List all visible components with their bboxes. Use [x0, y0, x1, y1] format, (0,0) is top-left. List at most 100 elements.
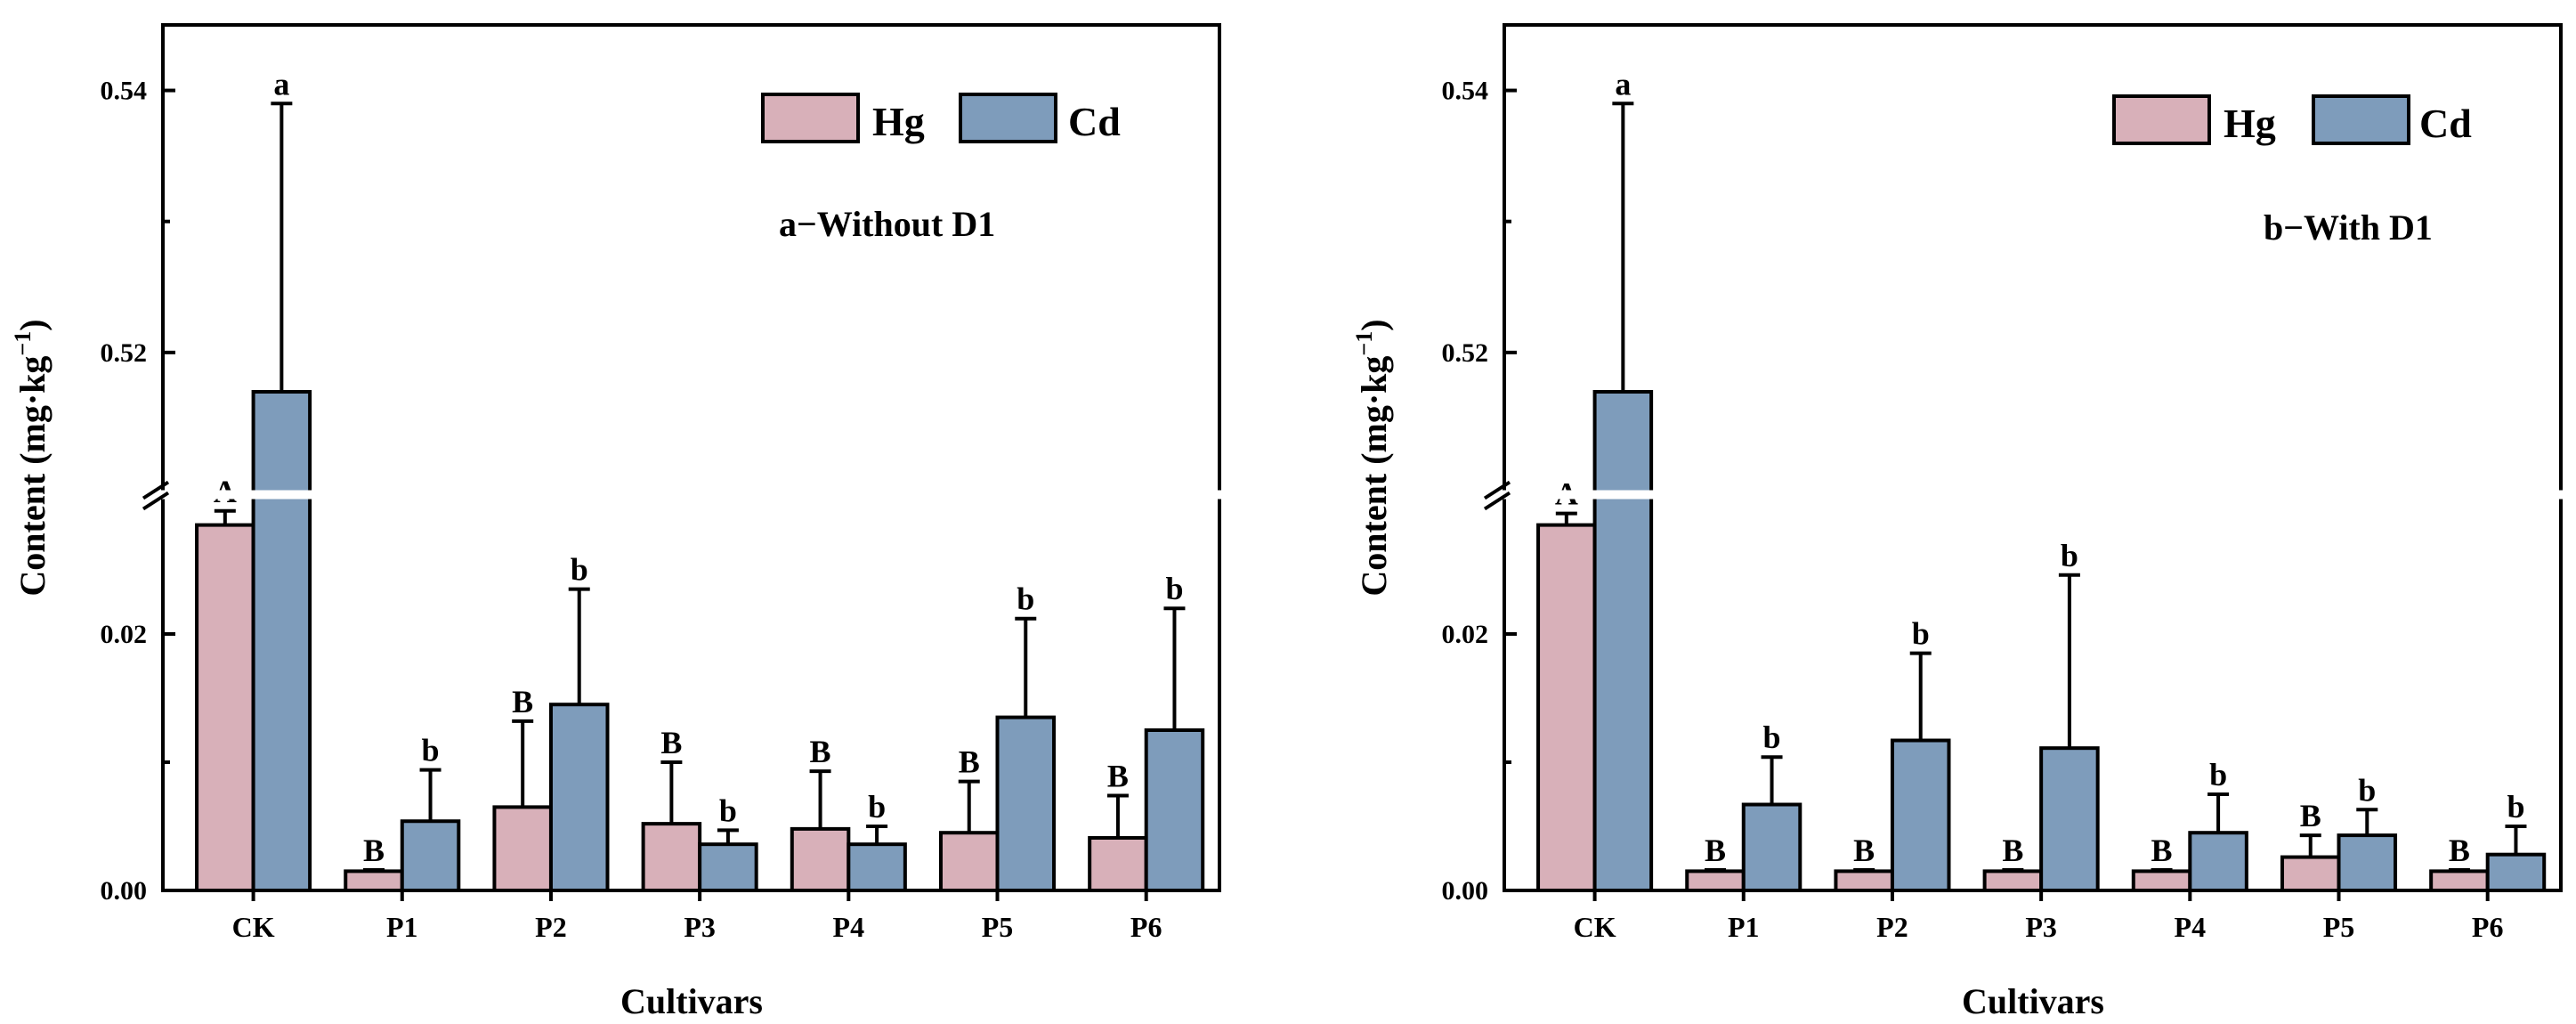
sig-label-cd-p1: b: [422, 733, 440, 768]
sig-label-hg-p1: B: [1705, 833, 1726, 868]
legend-label-cd: Cd: [2419, 101, 2472, 146]
x-tick-label-p4: P4: [2175, 911, 2207, 943]
sig-label-hg-p5: B: [959, 744, 980, 780]
sig-label-cd-p5: b: [2358, 772, 2376, 808]
bar-hg-p4: [2131, 869, 2192, 893]
sig-label-hg-p3: B: [660, 725, 682, 760]
sig-label-cd-p6: b: [2507, 789, 2524, 825]
bar-hg-p2: [492, 805, 553, 893]
legend-swatch-cd: [2312, 94, 2410, 145]
y-axis-title-exponent: −1: [1351, 331, 1377, 356]
axis-break-mark: [1483, 491, 1511, 511]
sig-label-cd-ck: a: [1615, 66, 1631, 102]
bar-hg-p1: [344, 869, 404, 893]
x-tick-label-p4: P4: [833, 911, 865, 943]
bars-layer: AaBbBbBbBbBbBb: [1536, 66, 2547, 893]
sig-label-hg-p2: B: [1853, 833, 1875, 868]
bar-cd-p2: [1890, 738, 1951, 893]
bar-cd-p2: [548, 703, 610, 893]
bar-cd-p3: [698, 842, 758, 892]
sig-label-cd-p4: b: [868, 789, 886, 825]
x-axis-title: Cultivars: [1962, 981, 2104, 1021]
y-tick-label-0.02: 0.02: [101, 620, 148, 649]
y-tick-label-0.54: 0.54: [1442, 77, 1489, 106]
x-axis: CK P1 P2 P3 P4 P5 P6: [232, 890, 1162, 943]
legend: Hg Cd: [761, 93, 1121, 144]
sig-label-hg-p5: B: [2300, 798, 2321, 833]
panel-title: a−Without D1: [779, 204, 995, 244]
bar-cd-p1: [1741, 802, 1802, 893]
x-tick-label-p1: P1: [1728, 911, 1760, 943]
plot-frame: [1503, 23, 2563, 892]
sig-label-hg-p6: B: [2449, 833, 2470, 868]
sig-label-hg-p4: B: [810, 734, 831, 769]
y-tick-label-0.02: 0.02: [1442, 620, 1489, 649]
sig-label-hg-p6: B: [1107, 758, 1129, 793]
x-tick-label-p5: P5: [2323, 911, 2355, 943]
x-axis: CK P1 P2 P3 P4 P5 P6: [1574, 890, 2504, 943]
bar-cd-p5: [2337, 833, 2398, 893]
axis-break-gap: [1486, 490, 2576, 500]
bar-cd-p1: [400, 819, 461, 892]
x-tick-label-p1: P1: [386, 911, 418, 943]
legend-label-hg: Hg: [872, 99, 925, 144]
y-tick-label-0.54: 0.54: [101, 77, 148, 106]
y-axis: 0.00 0.02 0.52 0.54: [1442, 77, 2576, 906]
y-tick-label-0.00: 0.00: [1442, 876, 1489, 906]
sig-label-cd-p1: b: [1763, 719, 1781, 755]
axis-break-mark: [142, 480, 170, 500]
bars-layer: AaBbBbBbBbBbBb: [195, 66, 1205, 893]
legend-label-cd: Cd: [1068, 99, 1121, 144]
bar-hg-p3: [1982, 869, 2044, 893]
bar-hg-p1: [1685, 869, 1746, 893]
y-axis-title: Content (mg·kg−1): [10, 319, 53, 596]
axis-break-gap: [145, 490, 1237, 500]
bar-cd-ck: [1592, 390, 1654, 892]
sig-label-cd-p3: b: [719, 792, 737, 828]
x-tick-label-p2: P2: [535, 911, 567, 943]
sig-label-cd-p2: b: [571, 552, 588, 588]
bar-cd-p4: [847, 842, 907, 892]
bar-cd-p6: [2485, 852, 2547, 892]
sig-label-cd-p5: b: [1017, 581, 1034, 617]
sig-label-hg-p4: B: [2151, 833, 2173, 868]
bar-hg-p6: [1088, 835, 1148, 893]
sig-label-hg-p1: B: [363, 833, 385, 868]
y-tick-label-0.00: 0.00: [101, 876, 148, 906]
sig-label-cd-ck: a: [273, 66, 289, 102]
bar-hg-p5: [2280, 855, 2341, 892]
bar-cd-ck: [251, 390, 312, 892]
bar-hg-ck: [195, 523, 255, 892]
panel-with-d1: AaBbBbBbBbBbBb 0.000.020.520.54 CKP1P2P3…: [1351, 23, 2576, 1021]
bar-cd-p4: [2188, 831, 2248, 893]
bar-hg-p4: [790, 826, 851, 893]
x-axis-title: Cultivars: [620, 981, 763, 1021]
bar-cd-p3: [2039, 746, 2100, 892]
x-tick-label-p3: P3: [2025, 911, 2057, 943]
legend-label-hg: Hg: [2224, 101, 2276, 146]
sig-label-cd-p3: b: [2061, 538, 2078, 573]
x-tick-label-p2: P2: [1876, 911, 1908, 943]
axis-break-mark: [142, 491, 170, 511]
x-tick-label-p3: P3: [684, 911, 716, 943]
sig-label-cd-p4: b: [2209, 757, 2227, 792]
x-tick-label-p6: P6: [1130, 911, 1162, 943]
bar-hg-ck: [1536, 523, 1597, 892]
bar-hg-p2: [1834, 869, 1894, 893]
y-axis: 0.00 0.02 0.52 0.54: [101, 77, 1237, 906]
legend: Hg Cd: [2112, 94, 2472, 146]
bar-cd-p6: [1144, 728, 1205, 892]
sig-label-cd-p2: b: [1912, 616, 1930, 652]
bar-hg-p5: [938, 831, 1000, 893]
x-tick-label-ck: CK: [232, 911, 275, 943]
bar-hg-p3: [641, 822, 702, 892]
sig-label-hg-p3: B: [2002, 833, 2023, 868]
bar-cd-p5: [995, 715, 1057, 892]
panel-without-d1: AaBbBbBbBbBbBb 0.000.020.520.54 CKP1P2P3…: [10, 23, 1237, 1021]
bar-hg-p6: [2429, 869, 2490, 893]
y-tick-label-0.52: 0.52: [101, 338, 148, 368]
x-tick-label-p6: P6: [2472, 911, 2504, 943]
x-tick-label-p5: P5: [982, 911, 1014, 943]
sig-label-hg-p2: B: [512, 684, 533, 719]
